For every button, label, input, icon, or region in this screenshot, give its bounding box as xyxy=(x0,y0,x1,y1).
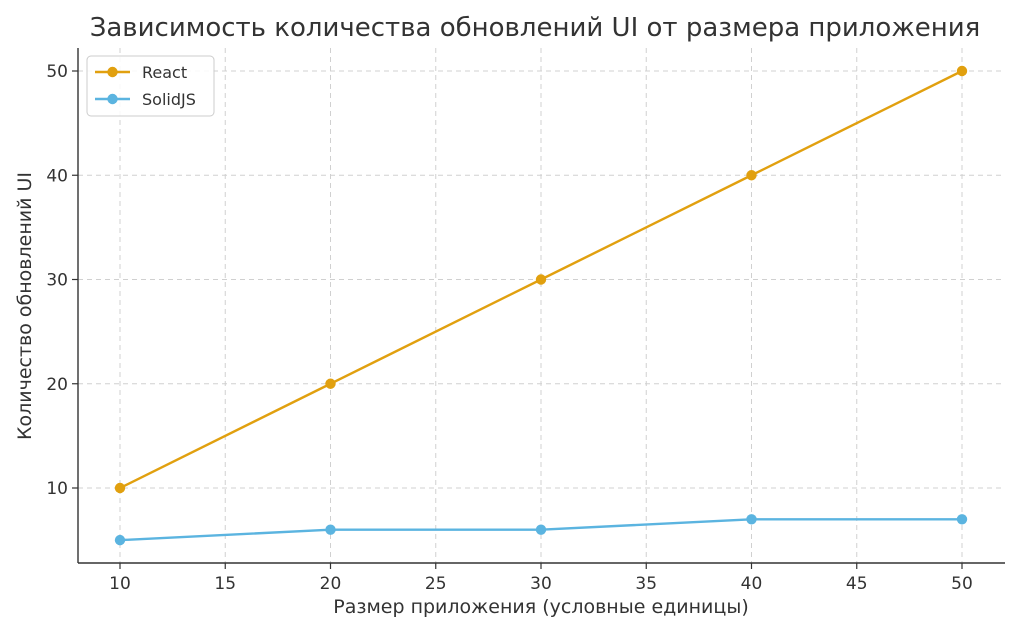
data-point-solidjs xyxy=(535,524,547,535)
y-tick-label: 10 xyxy=(46,479,68,499)
data-point-react xyxy=(325,378,336,389)
x-tick-label: 20 xyxy=(320,574,342,594)
x-tick-label: 25 xyxy=(425,574,447,594)
x-tick-label: 10 xyxy=(109,574,131,594)
y-tick-label: 30 xyxy=(46,271,68,291)
x-axis-label: Размер приложения (условные единицы) xyxy=(333,596,749,618)
data-point-solidjs xyxy=(956,514,968,525)
chart-title: Зависимость количества обновлений UI от … xyxy=(90,13,981,43)
grid xyxy=(78,48,1005,563)
y-axis-label: Количество обновлений UI xyxy=(14,172,36,440)
legend-item-solidjs: SolidJS xyxy=(95,90,196,109)
x-tick-label: 30 xyxy=(530,574,552,594)
series-solidjs xyxy=(114,514,968,546)
y-tick-label: 20 xyxy=(46,375,68,395)
data-point-react xyxy=(956,65,968,77)
data-point-solidjs xyxy=(746,514,757,525)
data-point-react xyxy=(114,482,126,494)
series-react xyxy=(114,65,968,494)
y-tick-label: 40 xyxy=(46,166,68,186)
legend-swatch-marker xyxy=(107,66,118,78)
x-tick-label: 40 xyxy=(741,574,763,594)
data-point-solidjs xyxy=(114,534,126,546)
legend-label: React xyxy=(142,63,187,82)
legend-item-react: React xyxy=(95,63,187,82)
x-tick-label: 35 xyxy=(635,574,657,594)
y-tick-label: 50 xyxy=(46,62,68,82)
axes xyxy=(77,48,1005,564)
x-tick-label: 45 xyxy=(846,574,868,594)
legend-label: SolidJS xyxy=(142,90,196,109)
data-point-solidjs xyxy=(325,524,336,535)
legend-swatch-marker xyxy=(107,93,118,105)
x-tick-label: 50 xyxy=(951,574,973,594)
x-ticks: 10 15 20 25 30 35 40 45 50 xyxy=(109,563,973,594)
x-tick-label: 15 xyxy=(214,574,236,594)
data-point-react xyxy=(746,170,757,181)
y-ticks: 10 20 30 40 50 xyxy=(46,62,78,499)
data-point-react xyxy=(535,274,547,285)
series-group xyxy=(114,65,968,546)
legend: React SolidJS xyxy=(86,55,215,117)
